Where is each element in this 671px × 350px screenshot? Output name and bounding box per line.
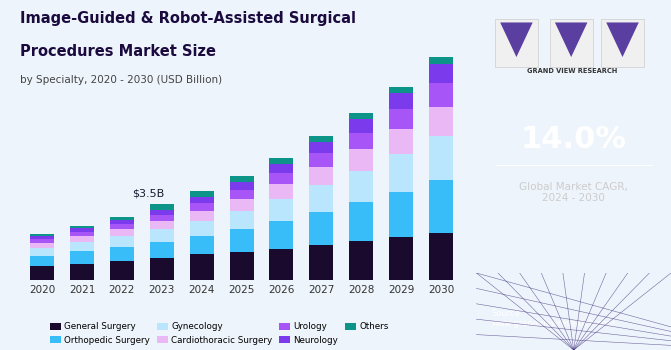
Bar (190, 203, 213, 211)
Bar (270, 249, 293, 280)
Bar (70, 228, 94, 232)
Text: Global Market CAGR,
2024 - 2030: Global Market CAGR, 2024 - 2030 (519, 182, 628, 203)
Bar (429, 136, 453, 180)
Text: by Specialty, 2020 - 2030 (USD Billion): by Specialty, 2020 - 2030 (USD Billion) (20, 75, 222, 85)
Text: GRAND VIEW RESEARCH: GRAND VIEW RESEARCH (527, 68, 617, 74)
Bar (30, 266, 54, 280)
Bar (110, 247, 134, 261)
Bar (309, 245, 333, 280)
Bar (110, 220, 134, 224)
Bar (190, 197, 213, 203)
Bar (229, 229, 254, 252)
Bar (270, 199, 293, 221)
Bar (70, 225, 94, 228)
Bar (429, 233, 453, 280)
Bar (389, 192, 413, 237)
Bar (429, 57, 453, 64)
Bar (309, 167, 333, 185)
Text: 14.0%: 14.0% (521, 126, 627, 154)
Bar (190, 211, 213, 221)
Bar (350, 119, 373, 133)
Bar (389, 154, 413, 192)
Bar (389, 88, 413, 93)
Bar (110, 229, 134, 237)
Bar (350, 202, 373, 241)
Bar (429, 107, 453, 136)
Bar (429, 83, 453, 107)
Bar (350, 149, 373, 170)
Bar (70, 264, 94, 280)
Bar (350, 170, 373, 202)
Bar (389, 93, 413, 109)
Bar (601, 19, 644, 67)
Text: $3.5B: $3.5B (132, 189, 164, 199)
Bar (309, 142, 333, 153)
Polygon shape (555, 22, 587, 57)
Bar (150, 229, 174, 242)
Bar (150, 258, 174, 280)
Bar (270, 159, 293, 164)
Bar (70, 236, 94, 242)
Bar (270, 184, 293, 199)
Bar (70, 242, 94, 251)
Bar (309, 212, 333, 245)
Bar (150, 221, 174, 229)
Bar (70, 251, 94, 264)
Bar (429, 180, 453, 233)
Bar (389, 109, 413, 129)
Bar (190, 236, 213, 254)
Bar (110, 237, 134, 247)
Polygon shape (607, 22, 639, 57)
Bar (190, 191, 213, 197)
Bar (150, 204, 174, 210)
Bar (229, 182, 254, 190)
Bar (150, 210, 174, 215)
Bar (110, 261, 134, 280)
Legend: General Surgery, Orthopedic Surgery, Gynecology, Cardiothoracic Surgery, Urology: General Surgery, Orthopedic Surgery, Gyn… (47, 319, 392, 348)
Bar (30, 234, 54, 237)
Bar (229, 211, 254, 229)
Text: Source:
www.grandviewresearch.com: Source: www.grandviewresearch.com (492, 309, 616, 328)
Bar (350, 133, 373, 149)
Bar (350, 113, 373, 119)
Bar (389, 129, 413, 154)
Bar (429, 64, 453, 83)
Bar (150, 215, 174, 221)
Bar (190, 254, 213, 280)
Bar (229, 199, 254, 211)
Bar (309, 185, 333, 212)
Bar (309, 153, 333, 167)
Bar (309, 135, 333, 142)
Bar (70, 232, 94, 236)
Bar (229, 252, 254, 280)
Bar (30, 243, 54, 248)
Text: Image-Guided & Robot-Assisted Surgical: Image-Guided & Robot-Assisted Surgical (20, 10, 356, 26)
Polygon shape (500, 22, 533, 57)
Text: Procedures Market Size: Procedures Market Size (20, 44, 216, 59)
Bar (270, 173, 293, 184)
Bar (30, 256, 54, 266)
Bar (30, 239, 54, 243)
Bar (350, 241, 373, 280)
Bar (110, 224, 134, 229)
Bar (229, 176, 254, 182)
Bar (30, 237, 54, 239)
Bar (190, 221, 213, 236)
Bar (150, 242, 174, 258)
Bar (270, 164, 293, 173)
Bar (270, 221, 293, 249)
Bar (110, 217, 134, 220)
Bar (30, 248, 54, 256)
Bar (495, 19, 538, 67)
Bar (550, 19, 592, 67)
Bar (229, 190, 254, 199)
Bar (389, 237, 413, 280)
